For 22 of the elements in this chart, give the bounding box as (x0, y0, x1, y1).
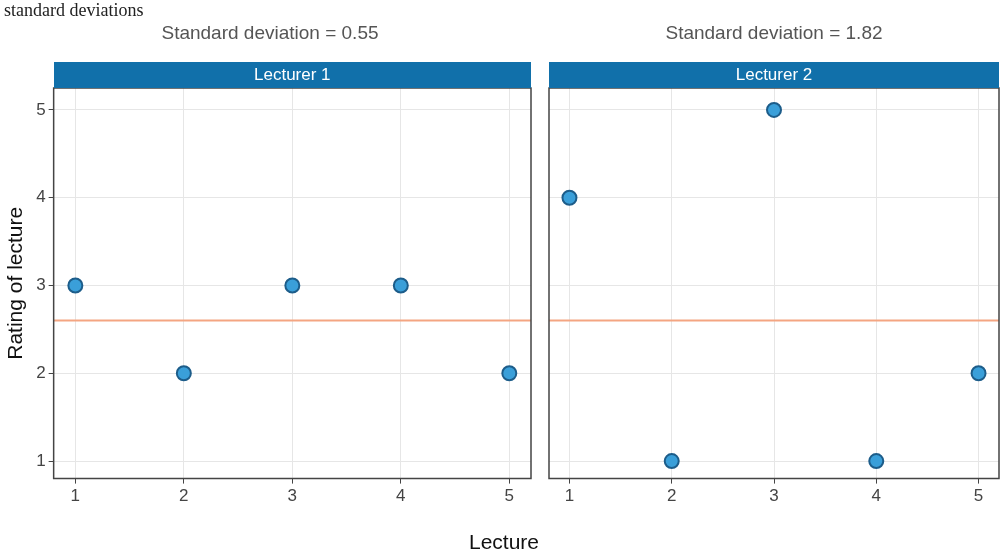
x-tick-label: 2 (666, 486, 677, 506)
chart-subtitle: Standard deviation = 1.82 (664, 22, 884, 44)
x-tick-label: 1 (564, 486, 575, 506)
chart-title: Lecturer 2 (549, 62, 999, 88)
x-tick-label: 4 (871, 486, 882, 506)
x-tick-label: 5 (973, 486, 984, 506)
x-axis-title: Lecture (467, 530, 540, 554)
chart-subtitle: Standard deviation = 0.55 (160, 22, 380, 44)
y-axis-title: Rating of lecture (3, 206, 27, 360)
y-tick-label: 3 (36, 275, 46, 295)
x-tick-label: 2 (179, 486, 189, 506)
chart-title: Lecturer 1 (53, 62, 531, 88)
x-tick-label: 3 (287, 486, 298, 506)
y-tick-label: 2 (36, 362, 46, 382)
y-tick-label: 1 (36, 450, 46, 470)
y-tick-label: 5 (36, 99, 46, 119)
x-tick-label: 3 (769, 486, 779, 506)
y-tick-label: 4 (36, 187, 46, 207)
text: standard deviations (4, 0, 144, 20)
x-tick-label: 5 (504, 486, 515, 506)
x-tick-label: 4 (396, 486, 406, 506)
x-tick-label: 1 (70, 486, 81, 506)
